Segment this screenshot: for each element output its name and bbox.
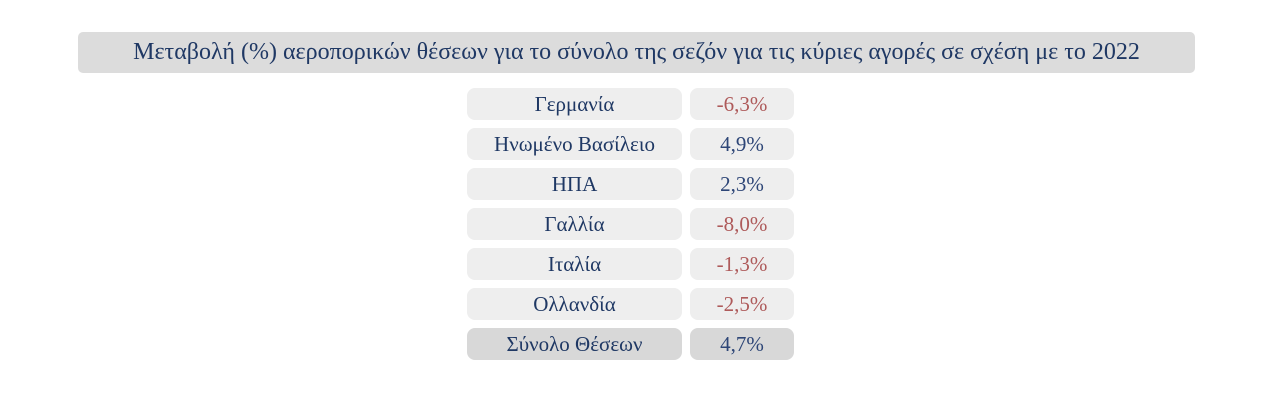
change-value: 4,9% — [690, 128, 794, 160]
market-label: ΗΠΑ — [467, 168, 682, 200]
change-value: -8,0% — [690, 208, 794, 240]
market-label: Γαλλία — [467, 208, 682, 240]
change-value: 2,3% — [690, 168, 794, 200]
table-row-total: Σύνολο Θέσεων 4,7% — [467, 328, 794, 360]
market-label: Σύνολο Θέσεων — [467, 328, 682, 360]
change-value: -2,5% — [690, 288, 794, 320]
chart-title: Μεταβολή (%) αεροπορικών θέσεων για το σ… — [78, 32, 1195, 73]
change-value: 4,7% — [690, 328, 794, 360]
market-label: Γερμανία — [467, 88, 682, 120]
table-row: Ολλανδία -2,5% — [467, 288, 794, 320]
market-label: Ηνωμένο Βασίλειο — [467, 128, 682, 160]
table-row: Γερμανία -6,3% — [467, 88, 794, 120]
table-row: Ιταλία -1,3% — [467, 248, 794, 280]
market-label: Ολλανδία — [467, 288, 682, 320]
table-row: ΗΠΑ 2,3% — [467, 168, 794, 200]
markets-table: Γερμανία -6,3% Ηνωμένο Βασίλειο 4,9% ΗΠΑ… — [467, 88, 794, 368]
table-row: Γαλλία -8,0% — [467, 208, 794, 240]
change-value: -6,3% — [690, 88, 794, 120]
market-label: Ιταλία — [467, 248, 682, 280]
change-value: -1,3% — [690, 248, 794, 280]
table-row: Ηνωμένο Βασίλειο 4,9% — [467, 128, 794, 160]
